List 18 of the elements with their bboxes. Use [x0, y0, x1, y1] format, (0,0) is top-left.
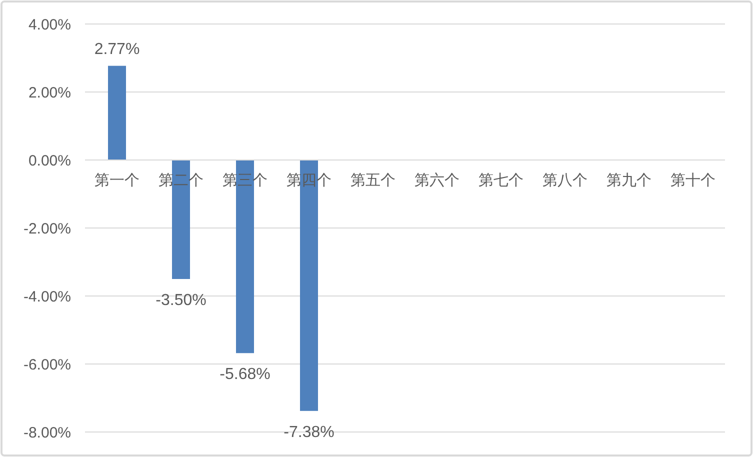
x-tick-label: 第一个	[94, 172, 140, 189]
y-tick-label: -2.00%	[23, 220, 71, 238]
x-tick-label: 第九个	[606, 172, 652, 189]
x-tick-label: 第七个	[478, 172, 524, 189]
data-label: -3.50%	[156, 292, 206, 309]
data-label: 2.77%	[94, 40, 140, 58]
x-tick-label: 第五个	[350, 172, 396, 189]
x-tick-label: 第十个	[670, 172, 716, 189]
x-tick-label: 第八个	[542, 172, 588, 189]
y-tick-label: 4.00%	[28, 16, 71, 34]
x-tick-label: 第六个	[414, 172, 460, 189]
y-tick-label: -8.00%	[23, 424, 71, 442]
y-tick-label: -6.00%	[23, 356, 71, 374]
y-tick-label: 2.00%	[28, 84, 71, 102]
y-tick-label: -4.00%	[23, 288, 71, 306]
y-tick-label: 0.00%	[28, 152, 71, 170]
data-label: -7.38%	[284, 424, 334, 441]
data-label: -5.68%	[220, 366, 270, 384]
